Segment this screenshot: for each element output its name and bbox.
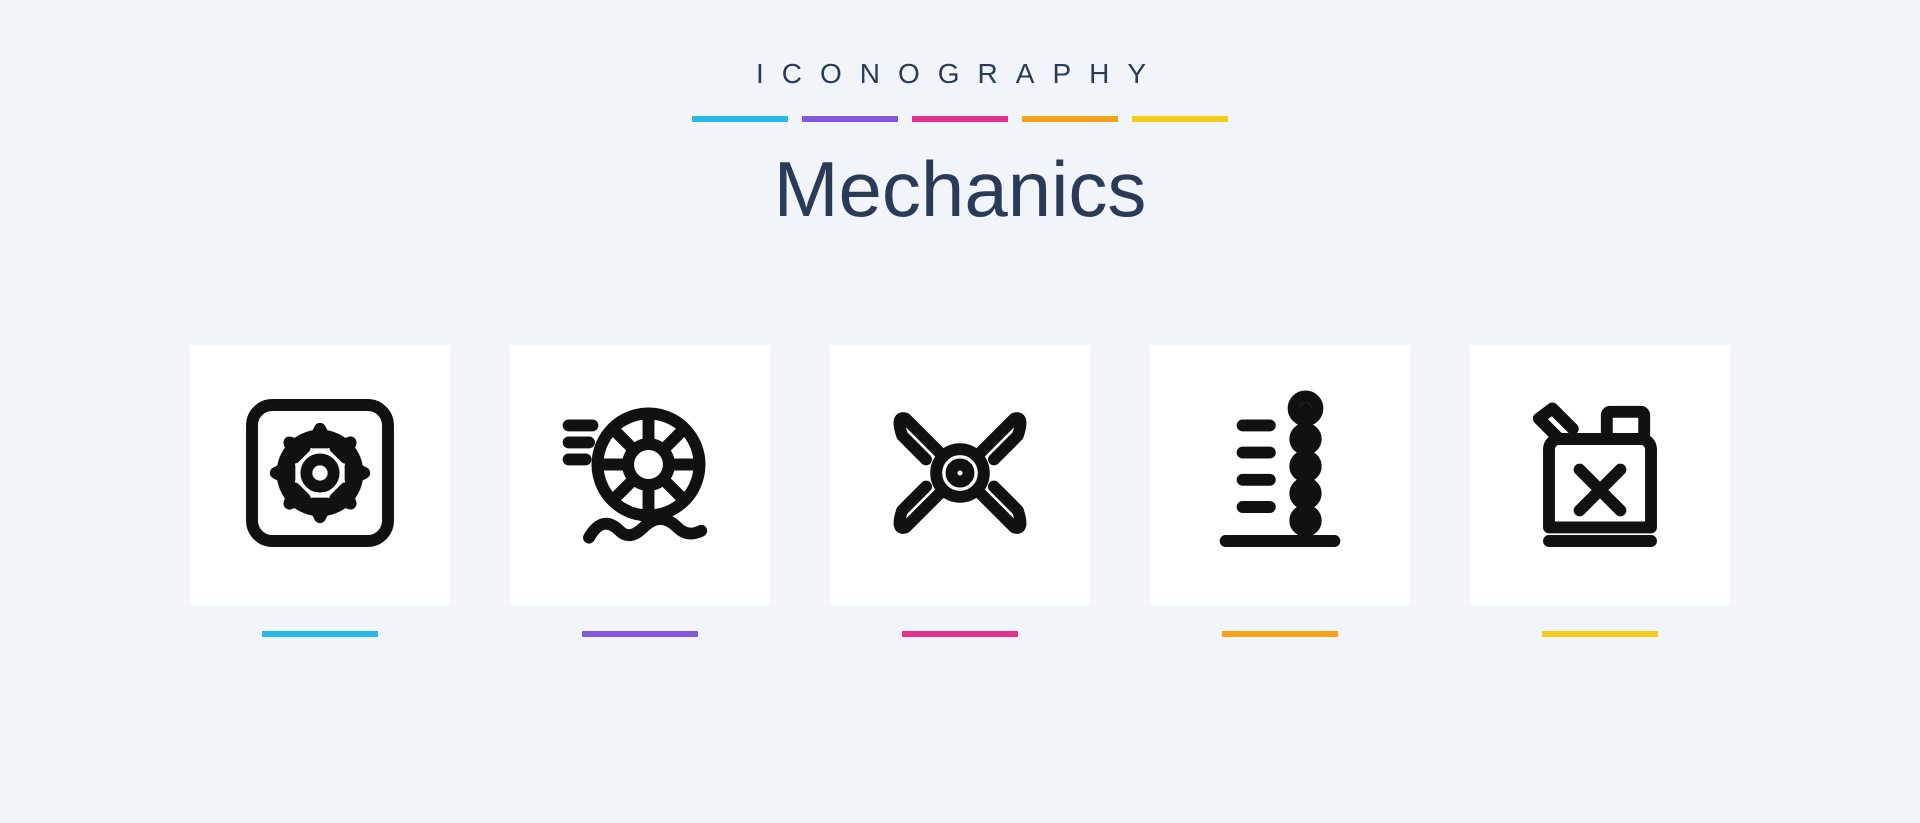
tile-underline (902, 631, 1018, 637)
icon-card (1470, 345, 1730, 605)
supertitle: ICONOGRAPHY (692, 58, 1228, 90)
icon-tile (510, 345, 770, 637)
icon-card (830, 345, 1090, 605)
icon-tile (1150, 345, 1410, 637)
gear-lever-icon (1195, 388, 1365, 563)
tile-underline (582, 631, 698, 637)
accent-bar-1 (692, 116, 788, 122)
accent-bar-2 (802, 116, 898, 122)
lug-wrench-icon (875, 388, 1045, 563)
accent-row (692, 116, 1228, 122)
icon-card (1150, 345, 1410, 605)
accent-bar-3 (912, 116, 1008, 122)
accent-bar-5 (1132, 116, 1228, 122)
tile-underline (1542, 631, 1658, 637)
header: ICONOGRAPHY Mechanics (692, 58, 1228, 235)
title: Mechanics (692, 144, 1228, 235)
accent-bar-4 (1022, 116, 1118, 122)
icon-tile (190, 345, 450, 637)
icon-tile (1470, 345, 1730, 637)
icon-card (190, 345, 450, 605)
tile-underline (262, 631, 378, 637)
tile-underline (1222, 631, 1338, 637)
tire-spin-icon (555, 388, 725, 563)
gear-in-box-icon (235, 388, 405, 563)
icon-tile (830, 345, 1090, 637)
icon-row (190, 345, 1730, 637)
fuel-can-icon (1515, 388, 1685, 563)
icon-card (510, 345, 770, 605)
